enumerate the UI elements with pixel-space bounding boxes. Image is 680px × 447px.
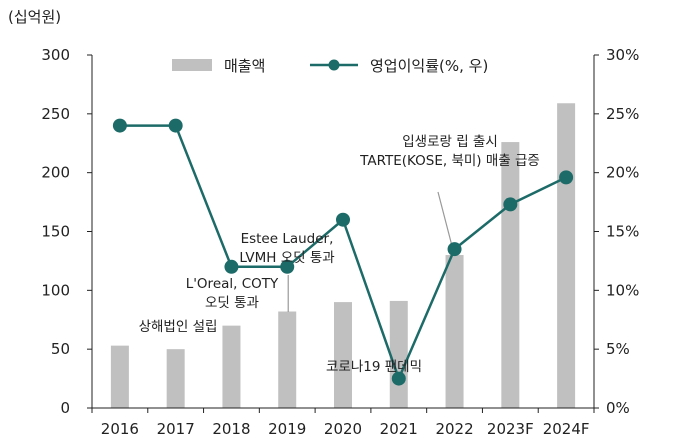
left-tick-label: 300 <box>41 46 70 64</box>
bar-2022 <box>445 255 464 408</box>
point-2020 <box>336 212 350 227</box>
annotation-2021: 코로나19 팬데믹 <box>326 359 422 375</box>
left-tick-label: 150 <box>41 223 70 241</box>
annotation-2022: TARTE(KOSE, 북미) 매출 급증 <box>359 153 540 169</box>
x-tick-label: 2019 <box>268 420 306 438</box>
annotation-2018: L'Oreal, COTY <box>186 276 279 292</box>
x-tick-label: 2022 <box>435 420 473 438</box>
point-2016 <box>112 118 127 133</box>
bar-2024F <box>557 103 576 408</box>
right-tick-label: 10% <box>606 281 639 299</box>
right-tick-label: 20% <box>606 164 639 182</box>
point-2022 <box>447 242 462 257</box>
annotation-2019: LVMH 오딧 통과 <box>239 250 334 266</box>
x-tick-label: 2018 <box>212 420 250 438</box>
legend-line-label: 영업이익률(%, 우) <box>370 57 488 75</box>
point-2024F <box>559 170 574 185</box>
left-tick-label: 50 <box>51 340 70 358</box>
annotation-2017: 상해법인 설립 <box>139 319 218 335</box>
point-2018 <box>224 259 239 274</box>
x-tick-label: 2020 <box>324 420 362 438</box>
left-tick-label: 100 <box>41 281 70 299</box>
right-tick-label: 25% <box>606 105 639 123</box>
bar-2017 <box>166 349 185 408</box>
left-tick-label: 200 <box>41 164 70 182</box>
bar-2019 <box>278 311 297 408</box>
right-tick-label: 15% <box>606 223 639 241</box>
annotation-connectors <box>287 191 453 312</box>
axes <box>87 54 599 413</box>
annotations: 상해법인 설립 L'Oreal, COTY 오딧 통과 Estee Lauder, LV… <box>139 134 540 375</box>
legend-line-marker <box>328 59 340 71</box>
connector-2022 <box>437 191 453 247</box>
tick-labels: 0 50 100 150 200 250 300 0% 5% 10% 15% 20% 25% 30% 201… <box>41 46 639 438</box>
line-series <box>112 118 574 386</box>
annotation-2022: 입생로랑 립 출시 <box>402 134 498 150</box>
annotation-2018: 오딧 통과 <box>205 295 259 311</box>
bar-2016 <box>110 345 129 408</box>
x-tick-label: 2016 <box>101 420 139 438</box>
left-tick-label: 0 <box>60 399 70 417</box>
point-2021 <box>391 371 406 386</box>
annotation-2019: Estee Lauder, <box>241 231 334 247</box>
right-tick-label: 30% <box>606 46 639 64</box>
x-tick-label: 2023F <box>487 420 534 438</box>
right-tick-label: 5% <box>606 340 630 358</box>
point-2019 <box>280 259 295 274</box>
legend-bar-swatch <box>172 59 212 71</box>
right-tick-label: 0% <box>606 399 630 417</box>
bar-2023F <box>501 142 520 408</box>
bar-2021 <box>389 300 408 408</box>
bar-2018 <box>222 325 241 408</box>
x-tick-label: 2024F <box>543 420 590 438</box>
point-2017 <box>168 118 183 133</box>
left-tick-label: 250 <box>41 105 70 123</box>
y-axis-unit-label: (십억원) <box>8 8 61 26</box>
x-tick-label: 2017 <box>157 420 195 438</box>
legend-bar-label: 매출액 <box>224 57 265 75</box>
x-tick-label: 2021 <box>380 420 418 438</box>
bar-2020 <box>334 302 352 408</box>
point-2023F <box>503 197 518 212</box>
legend: 매출액 영업이익률(%, 우) <box>172 57 488 75</box>
